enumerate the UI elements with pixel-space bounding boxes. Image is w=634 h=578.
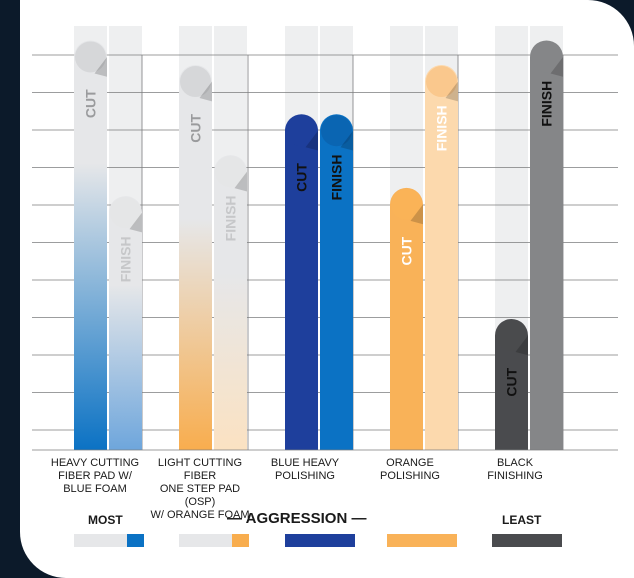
bar-label: FINISH [118,236,134,282]
category-label: HEAVY CUTTING FIBER PAD W/ BLUE FOAM [50,457,140,495]
bar-label: FINISH [539,81,555,127]
bar-cut-2 [179,65,212,451]
bar-label: CUT [399,236,415,265]
category-label: BLUE HEAVY POLISHING [270,457,340,482]
bar-finish-3 [320,114,353,450]
legend-swatch-2 [179,534,249,547]
bar-label: FINISH [223,195,239,241]
category-label: LIGHT CUTTING FIBER ONE STEP PAD (OSP) W… [150,457,250,521]
bar-finish-4 [425,65,458,451]
legend-swatch-1 [74,534,144,547]
bar-label: FINISH [329,154,345,200]
bar-label: CUT [504,367,520,396]
bar-cut-5 [495,318,528,450]
bar-finish-1 [109,196,142,450]
bar-cut-3 [285,114,318,450]
bar-chart: CUT FINISH CUT FINISH CUT FINISH CUT FINISH CUT F… [32,26,618,451]
legend-swatch-5 [492,534,562,547]
bar-cut-1 [74,40,107,450]
bar-label: CUT [188,113,204,142]
bar-finish-2 [214,155,247,450]
legend-aggression: — AGGRESSION — [227,510,367,527]
legend-swatch-4 [387,534,457,547]
chart-card: CUT FINISH CUT FINISH CUT FINISH CUT FINISH CUT F… [20,0,634,578]
category-label: ORANGE POLISHING [380,457,440,482]
legend-least: LEAST [502,513,542,527]
bar-label: CUT [83,89,99,118]
category-label: BLACK FINISHING [487,457,543,482]
bar-label: FINISH [434,105,450,151]
bar-label: CUT [294,163,310,192]
legend-most: MOST [88,513,123,527]
bar-finish-5 [530,40,563,450]
legend-swatch-3 [285,534,355,547]
bar-cut-4 [390,187,423,450]
